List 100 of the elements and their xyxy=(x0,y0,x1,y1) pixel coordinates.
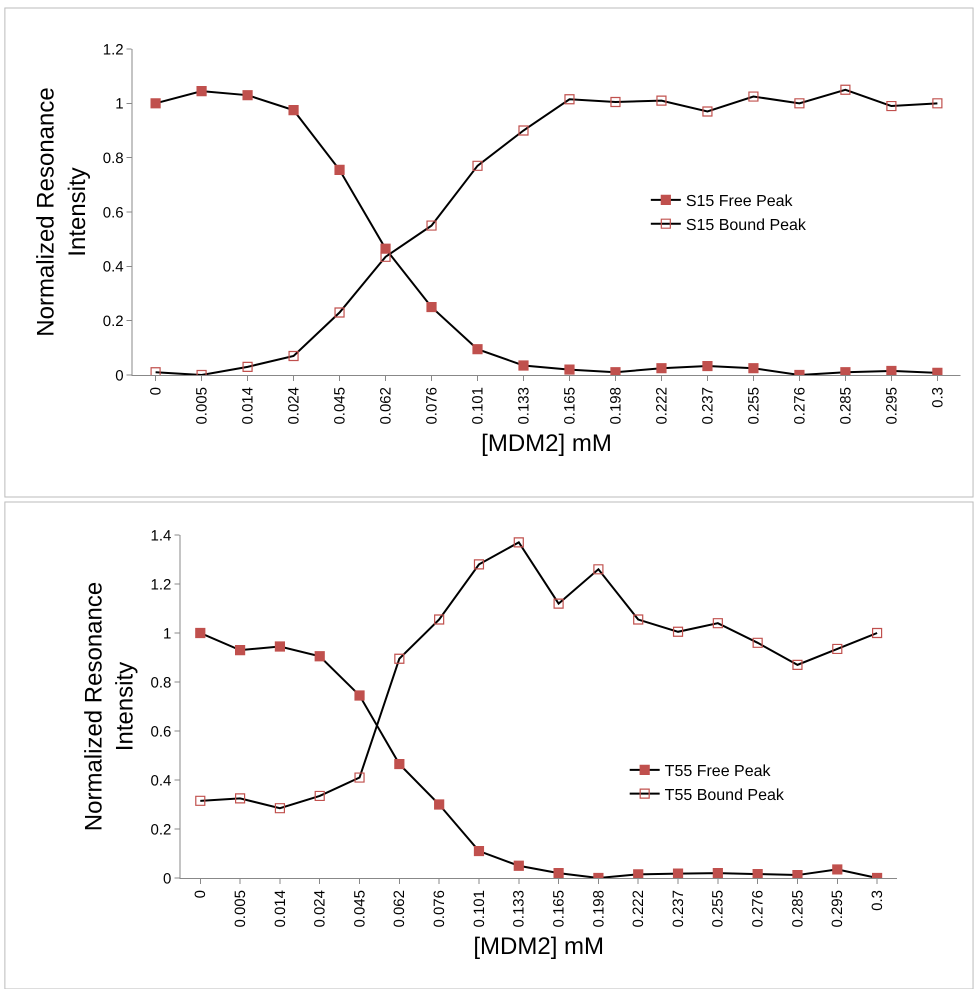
point xyxy=(474,559,484,570)
x-tick-label: 0.198 xyxy=(590,890,608,928)
x-tick-label: 0.295 xyxy=(883,387,900,425)
point xyxy=(752,638,763,648)
point xyxy=(518,125,529,136)
x-tick-label: 0.076 xyxy=(423,387,440,425)
point xyxy=(610,96,621,108)
x-tick-label: 0.005 xyxy=(232,890,249,928)
point xyxy=(712,868,723,878)
point xyxy=(794,98,805,108)
x-tick-label: 0.076 xyxy=(431,890,448,928)
x-axis-title: [MDM2] mM xyxy=(473,932,604,960)
point xyxy=(712,618,723,628)
x-tick-label: 0.276 xyxy=(750,890,767,928)
y-tick-label: 0.2 xyxy=(102,312,124,330)
point xyxy=(334,164,345,175)
x-tick-label: 0.101 xyxy=(469,387,486,425)
point xyxy=(564,364,575,375)
point xyxy=(394,758,404,770)
x-tick-label: 0.014 xyxy=(272,890,289,928)
x-tick-label: 0.133 xyxy=(515,387,532,425)
point xyxy=(886,366,896,375)
x-tick-label: 0.045 xyxy=(331,387,348,425)
x-tick-label: 0.3 xyxy=(868,890,886,911)
x-tick-label: 0.005 xyxy=(193,387,210,425)
point xyxy=(792,660,803,670)
x-tick-label: 0.255 xyxy=(745,387,762,425)
point xyxy=(832,644,842,654)
point xyxy=(242,90,253,100)
y-tick-label: 1 xyxy=(115,96,124,113)
point xyxy=(314,790,325,802)
x-tick-label: 0.165 xyxy=(561,387,578,425)
point xyxy=(702,360,713,372)
y-tick-label: 0.2 xyxy=(150,821,172,838)
point xyxy=(434,799,444,810)
point xyxy=(354,772,365,783)
point xyxy=(593,564,604,574)
point xyxy=(234,793,246,804)
point xyxy=(274,641,286,652)
y-tick-label: 1.2 xyxy=(102,41,124,58)
point xyxy=(832,864,842,875)
y-tick-label: 0 xyxy=(115,367,124,384)
x-tick-label: 0.133 xyxy=(510,890,528,928)
y-tick-label: 0 xyxy=(163,870,172,888)
point xyxy=(886,100,896,112)
point xyxy=(426,302,437,312)
legend-label: S15 Free Peak xyxy=(686,193,794,210)
y-tick-label: 1.2 xyxy=(150,576,172,594)
point xyxy=(472,344,483,354)
point xyxy=(434,614,444,625)
x-tick-label: 0.255 xyxy=(710,890,727,928)
point xyxy=(394,654,404,664)
y-tick-label: 0.6 xyxy=(102,204,124,222)
point xyxy=(288,350,299,362)
legend-label: S15 Bound Peak xyxy=(686,216,807,234)
point xyxy=(195,796,206,806)
x-tick-label: 0.222 xyxy=(653,387,670,425)
point xyxy=(196,86,207,96)
point xyxy=(610,367,621,375)
x-tick-label: 0.285 xyxy=(837,387,854,425)
point xyxy=(672,868,684,878)
legend-label: T55 Free Peak xyxy=(664,763,772,780)
x-tick-label: 0.237 xyxy=(670,890,687,928)
point xyxy=(334,307,345,318)
x-axis-title: [MDM2] mM xyxy=(481,430,612,457)
x-tick-label: 0.062 xyxy=(377,387,394,425)
x-tick-label: 0.062 xyxy=(391,890,408,928)
y-axis-title: Normalized Resonance Intensity xyxy=(80,582,139,832)
point xyxy=(553,868,564,878)
point xyxy=(792,870,803,878)
point xyxy=(354,690,365,701)
x-tick-label: 0.276 xyxy=(791,387,808,425)
point xyxy=(518,360,529,371)
x-tick-label: 0 xyxy=(192,890,210,898)
point xyxy=(748,363,759,374)
x-tick-label: 0.014 xyxy=(239,387,256,425)
x-tick-label: 0.222 xyxy=(630,890,648,928)
y-tick-label: 1.4 xyxy=(150,527,172,544)
x-tick-label: 0.024 xyxy=(312,890,329,928)
y-tick-label: 1 xyxy=(163,625,172,642)
y-tick-label: 0.8 xyxy=(150,674,172,692)
y-axis-title: Normalized Resonance Intensity xyxy=(32,87,91,337)
y-tick-label: 0.4 xyxy=(102,258,124,276)
point xyxy=(840,367,851,375)
y-tick-label: 0.4 xyxy=(150,772,172,790)
point xyxy=(195,628,206,638)
point xyxy=(288,105,299,116)
point xyxy=(752,868,763,878)
point xyxy=(234,645,246,656)
point xyxy=(514,860,524,871)
point xyxy=(314,651,325,662)
point xyxy=(633,614,644,625)
x-tick-label: 0.024 xyxy=(285,387,302,425)
legend-label: T55 Bound Peak xyxy=(664,786,785,804)
point xyxy=(514,537,524,548)
x-tick-label: 0.165 xyxy=(550,890,568,928)
x-tick-label: 0.237 xyxy=(699,387,716,425)
point xyxy=(472,160,483,171)
point xyxy=(633,869,644,878)
point xyxy=(748,91,759,102)
